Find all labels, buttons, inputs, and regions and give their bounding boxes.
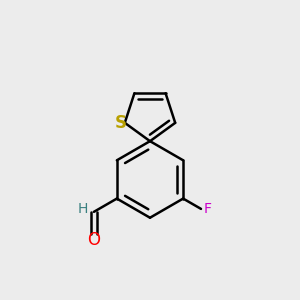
Text: S: S [114, 114, 126, 132]
Text: O: O [87, 231, 101, 249]
Text: F: F [203, 202, 211, 216]
Text: H: H [77, 202, 88, 217]
